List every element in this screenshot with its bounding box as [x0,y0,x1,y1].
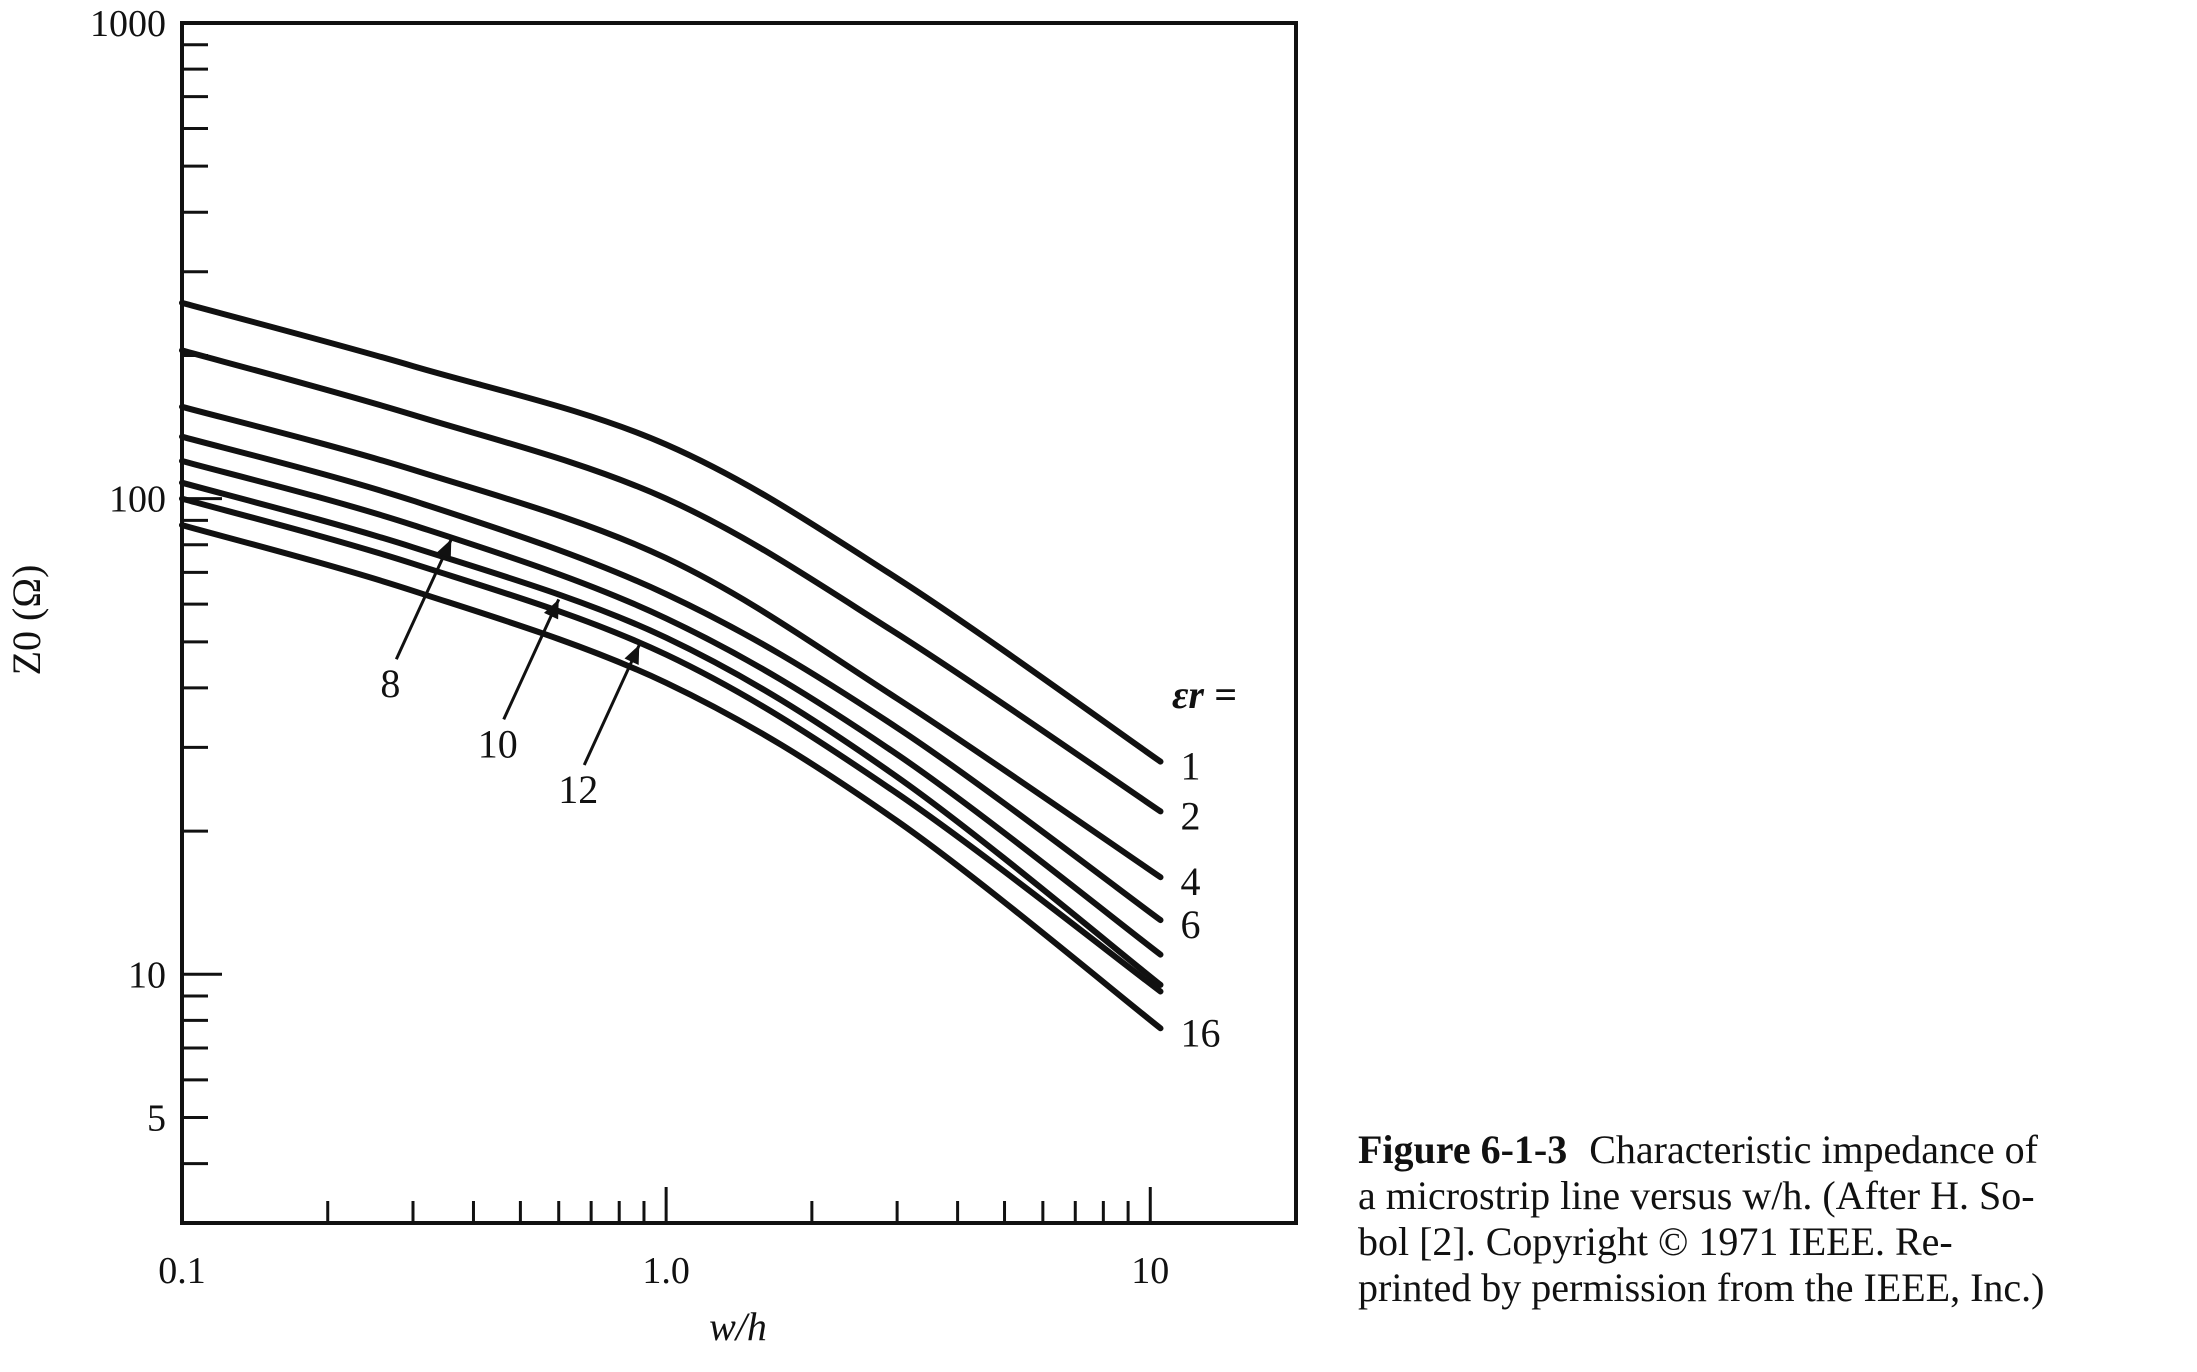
annotation-arrow-10 [502,598,561,721]
annotation-arrow-8 [394,538,453,660]
annotation-arrowhead-8 [436,539,452,560]
series-line-er-12 [179,495,1164,995]
annotation-label-8: 8 [380,661,400,706]
y-axis-label: Z0 (Ω) [4,565,49,676]
end-label-er-1: 1 [1181,744,1201,789]
y-tick-label: 1000 [90,3,166,45]
series-line-er-16 [179,522,1164,1032]
annotation-arrowhead-12 [624,644,640,665]
figure-number: Figure 6-1-3 [1358,1127,1568,1172]
end-label-er-4: 4 [1181,859,1201,904]
tick-layer [180,21,1298,1225]
y-tick-label: 10 [128,954,166,996]
end-label-er-6: 6 [1181,902,1201,947]
series-layer [179,299,1164,1032]
caption-line-1: Characteristic impedance of [1589,1127,2038,1172]
label-layer: 0.1 1.0 10 1000 100 10 5 12 46 16 8 10 12 [90,3,1221,1292]
caption-line-2: a microstrip line versus w/h. (After H. … [1358,1173,2035,1218]
x-tick-label: 1.0 [642,1250,690,1292]
y-tick-label: 5 [147,1097,166,1139]
figure-caption: Figure 6-1-3 Characteristic impedance of … [1358,1127,2197,1311]
impedance-chart: 0.1 1.0 10 1000 100 10 5 12 46 16 8 10 12 εr = w/h Z… [4,3,1298,1349]
x-tick-label: 10 [1131,1250,1169,1292]
annotation-label-12: 12 [558,767,598,812]
annotation-arrow-12 [582,644,641,766]
caption-line-4: printed by permission from the IEEE, Inc… [1358,1265,2045,1310]
series-line-er-2 [179,347,1164,815]
end-label-er-16: 16 [1181,1010,1221,1055]
annotation-label-10: 10 [478,721,518,766]
y-tick-label: 100 [109,479,166,521]
series-line-er-10 [179,479,1164,988]
series-line-er-1 [179,299,1164,765]
x-tick-label: 0.1 [158,1250,206,1292]
caption-line-3: bol [2]. Copyright © 1971 IEEE. Re- [1358,1219,1953,1264]
x-axis-label: w/h [709,1304,767,1349]
series-line-er-6 [179,433,1164,924]
annotation-arrowhead-10 [543,599,559,620]
end-label-er-2: 2 [1181,793,1201,838]
series-line-er-8 [179,458,1164,958]
legend-title: εr = [1172,672,1237,717]
series-line-er-4 [179,403,1164,881]
plot-frame [180,21,1298,1225]
